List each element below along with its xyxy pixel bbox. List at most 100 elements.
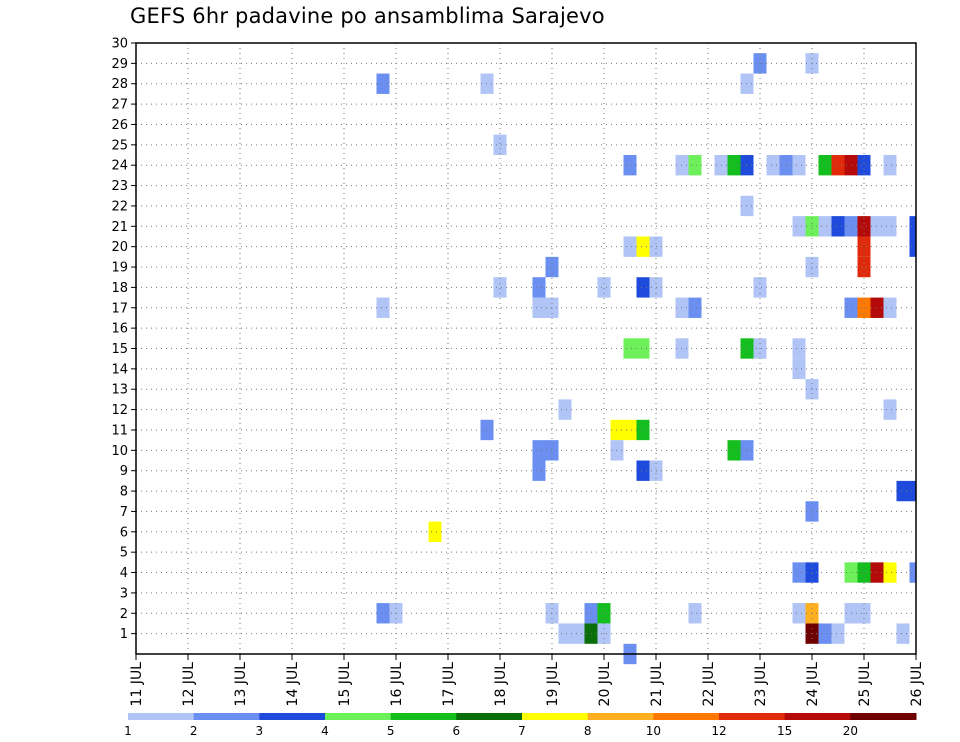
legend-label: 1 [124,724,132,738]
legend-swatch [390,713,457,720]
data-cell [857,216,871,237]
data-cell [909,480,916,502]
data-cell [831,623,845,644]
chart-title: GEFS 6hr padavine po ansamblima Sarajevo [130,4,605,28]
data-cell [857,562,871,583]
data-cell [636,277,650,298]
data-cell [636,236,650,257]
y-tick-label: 11 [111,423,128,438]
legend-label: 7 [518,724,526,738]
data-cell [636,338,650,359]
x-tick-label: 25 JUL [857,662,873,707]
color-legend: 1 2 3 4 5 6 7 8 10 12 15 20 [124,713,917,738]
y-tick-label: 14 [111,362,128,377]
x-tick-label: 11 JUL [129,662,145,707]
y-tick-label: 27 [111,98,128,113]
y-tick-label: 24 [111,159,128,174]
data-cell [688,297,702,318]
x-tick-label: 13 JUL [233,662,249,707]
data-cell [636,419,650,441]
data-cell [883,297,897,318]
data-cell [896,480,910,502]
data-cell [493,134,507,156]
y-tick-label: 9 [120,464,128,479]
y-tick-label: 17 [111,301,128,316]
x-tick-label: 15 JUL [337,662,353,707]
data-cell [623,155,637,176]
x-tick-label: 17 JUL [441,662,457,707]
y-tick-label: 23 [111,179,128,194]
data-cell [532,297,546,318]
data-cell [883,562,897,583]
y-tick-label: 2 [120,607,128,622]
y-tick-label: 13 [111,383,128,398]
legend-swatch [128,713,195,720]
y-tick-label: 6 [120,525,128,540]
legend-label: 8 [584,724,592,738]
x-tick-label: 23 JUL [753,662,769,707]
data-cell [688,603,702,624]
data-cell [376,297,390,318]
data-cell [818,155,832,176]
x-tick-label: 19 JUL [545,662,561,707]
legend-swatch [653,713,720,720]
data-cell [883,399,897,420]
y-tick-label: 21 [111,220,128,235]
x-axis: 11 JUL 12 JUL 13 JUL 14 JUL 15 JUL 16 JUL 17 J… [129,654,925,706]
x-tick-label: 12 JUL [181,662,197,707]
data-cell [792,216,806,237]
data-cell [857,297,871,318]
y-tick-label: 30 [111,37,128,52]
y-tick-label: 25 [111,138,128,153]
y-tick-label: 22 [111,199,128,214]
legend-swatch [522,713,589,720]
y-tick-label: 1 [120,627,128,642]
x-tick-label: 26 JUL [909,662,925,707]
grid-layer [136,43,916,654]
x-tick-label: 22 JUL [701,662,717,707]
x-tick-label: 21 JUL [649,662,665,707]
data-cell [792,603,806,624]
y-tick-label: 5 [120,546,128,561]
data-cell [376,603,390,624]
x-tick-label: 14 JUL [285,662,301,707]
data-cell [636,460,650,481]
data-cell [792,562,806,583]
data-cell [857,256,871,278]
data-cell [857,155,871,176]
data-cell [727,155,741,176]
x-tick-label: 24 JUL [805,662,821,707]
x-tick-label: 16 JUL [389,662,405,707]
data-cell [532,277,546,298]
legend-label: 15 [777,724,792,738]
data-cell [792,338,806,359]
y-tick-label: 18 [111,281,128,296]
data-cell [818,216,832,237]
data-cell [558,399,572,420]
y-tick-label: 4 [120,566,128,581]
data-cell [792,358,806,380]
x-tick-label: 20 JUL [597,662,613,707]
data-cell [597,277,611,298]
y-tick-label: 8 [120,485,128,500]
legend-label: 2 [190,724,198,738]
legend-swatch [587,713,654,720]
data-cell [376,73,390,94]
y-tick-label: 26 [111,118,128,133]
legend-swatch [784,713,851,720]
data-cell [792,155,806,176]
data-cell [909,216,916,237]
data-cell [558,623,572,644]
data-cell [571,623,585,644]
data-cell [909,236,916,257]
y-tick-label: 19 [111,261,128,276]
y-tick-label: 20 [111,240,128,255]
data-cell [909,562,916,583]
data-cell [753,277,767,298]
data-cell [623,419,637,441]
y-tick-label: 12 [111,403,128,418]
data-cell [623,236,637,257]
data-cell [428,521,442,542]
legend-swatch [456,713,523,720]
